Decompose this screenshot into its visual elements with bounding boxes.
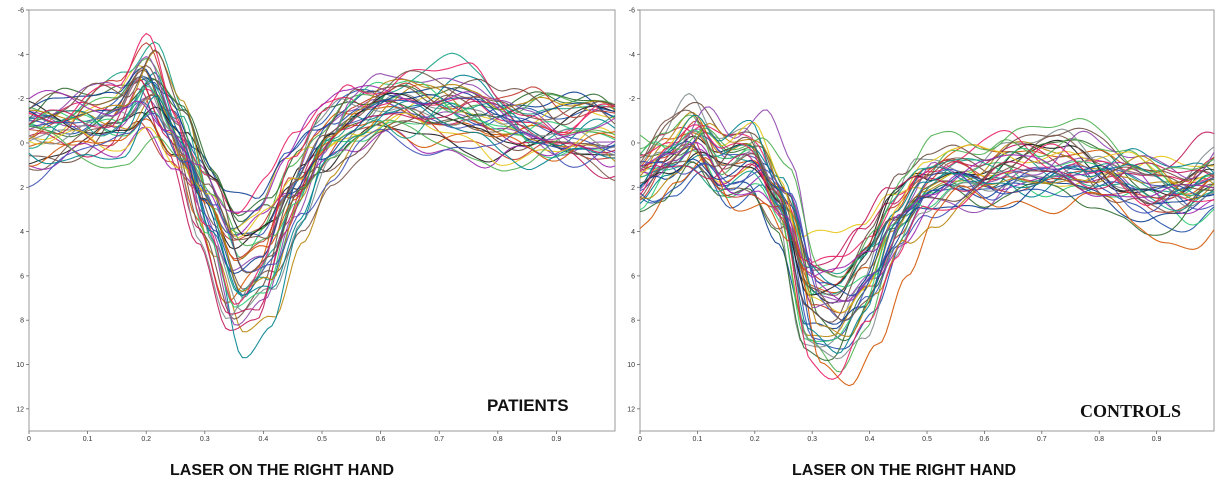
patients-waveform-line [28, 83, 616, 333]
patients-waveform-line [28, 95, 616, 297]
controls-y-tick-label: 10 [627, 362, 635, 369]
patients-waveform-line [28, 71, 616, 359]
controls-x-tick-label: 0.8 [1094, 436, 1104, 443]
controls-x-tick-label: 0.6 [980, 436, 990, 443]
patients-x-tick-label: 0.2 [141, 436, 151, 443]
controls-waveform-line [639, 162, 1215, 296]
patients-x-tick-label: 0.8 [493, 436, 503, 443]
controls-group-label: CONTROLS [1080, 401, 1182, 421]
controls-y-tick-label: 2 [631, 185, 635, 192]
controls-panel: -6 -4 -2 0 2 4 6 8 10 12 0 0.1 0.2 0.3 0.4 0.5 0.6 0.7 0.8… [614, 0, 1228, 487]
controls-waveform-line [639, 109, 1215, 322]
controls-x-tick-label: 0.4 [865, 436, 875, 443]
patients-y-tick-label: 10 [16, 362, 24, 369]
patients-waveform-line [28, 41, 616, 299]
controls-waveform-line [639, 153, 1215, 273]
controls-waveform-line [639, 122, 1215, 337]
patients-waveform-line [28, 118, 616, 262]
controls-x-tick-label: 0.2 [750, 436, 760, 443]
controls-y-tick-label: 12 [627, 406, 635, 413]
controls-x-tick-label: 0.7 [1037, 436, 1047, 443]
patients-waveform-line [28, 49, 616, 274]
patients-y-tick-label: -4 [18, 52, 24, 59]
controls-x-tick-label: 0 [638, 436, 642, 443]
controls-chart: -6 -4 -2 0 2 4 6 8 10 12 0 0.1 0.2 0.3 0.4 0.5 0.6 0.7 0.8… [627, 8, 1215, 443]
patients-waveform-line [28, 57, 616, 235]
patients-waveform-line [28, 32, 616, 305]
controls-waveform-line [639, 92, 1215, 348]
patients-y-tick-label: 6 [20, 273, 24, 280]
controls-x-tick-label: 0.9 [1152, 436, 1162, 443]
patients-y-tick-label: 12 [16, 406, 24, 413]
patients-y-tick-label: 4 [20, 229, 24, 236]
controls-waveform-line [639, 142, 1215, 279]
patients-panel: -6 -4 -2 0 2 4 6 8 10 12 0 0.1 0.2 0.3 0.4 0.5 0.6 0.7 0.8… [16, 8, 616, 479]
patients-waveform-line [28, 112, 616, 239]
patients-group-label: PATIENTS [487, 396, 569, 415]
controls-plot-area [639, 9, 1215, 432]
patients-waveform-line [28, 64, 616, 241]
patients-y-tick-label: -2 [18, 96, 24, 103]
controls-caption: LASER ON THE RIGHT HAND [792, 462, 1016, 479]
controls-waveform-line [639, 114, 1215, 354]
controls-x-tick-label: 0.3 [807, 436, 817, 443]
patients-waveform-line [28, 69, 616, 320]
controls-y-tick-label: 8 [631, 318, 635, 325]
patients-waveform-line [28, 81, 616, 296]
patients-x-tick-label: 0.6 [376, 436, 386, 443]
controls-y-tick-label: 4 [631, 229, 635, 236]
patients-chart: -6 -4 -2 0 2 4 6 8 10 12 0 0.1 0.2 0.3 0.4 0.5 0.6 0.7 0.8… [16, 8, 616, 443]
controls-waveform-line [639, 115, 1215, 314]
controls-waveform-line [639, 158, 1215, 325]
patients-waveform-line [28, 67, 616, 275]
patients-x-tick-label: 0.3 [200, 436, 210, 443]
patients-x-tick-label: 0.5 [317, 436, 327, 443]
patients-waveform-line [28, 112, 616, 273]
patients-y-tick-label: 8 [20, 318, 24, 325]
controls-y-tick-label: 6 [631, 273, 635, 280]
controls-waveform-line [639, 158, 1215, 275]
patients-x-tick-label: 0.7 [434, 436, 444, 443]
patients-caption: LASER ON THE RIGHT HAND [170, 462, 394, 479]
patients-x-tick-label: 0.4 [259, 436, 269, 443]
controls-waveform-line [639, 117, 1215, 278]
patients-y-tick-label: 2 [20, 185, 24, 192]
controls-waveform-line [639, 136, 1215, 323]
patients-y-tick-label: 0 [20, 140, 24, 147]
controls-y-tick-label: 0 [631, 140, 635, 147]
controls-y-tick-label: -4 [629, 52, 635, 59]
patients-y-tick-label: -6 [18, 8, 24, 15]
controls-waveform-line [639, 161, 1215, 322]
patients-x-tick-label: 0.1 [83, 436, 93, 443]
controls-y-tick-label: -2 [629, 96, 635, 103]
patients-waveform-line [28, 85, 616, 213]
controls-waveform-line [639, 135, 1215, 342]
controls-waveform-line [639, 101, 1215, 278]
patients-x-tick-label: 0.9 [552, 436, 562, 443]
controls-x-tick-label: 0.5 [922, 436, 932, 443]
controls-y-tick-label: -6 [629, 8, 635, 15]
patients-waveform-line [28, 80, 616, 294]
patients-waveform-line [28, 80, 616, 308]
patients-x-tick-label: 0 [27, 436, 31, 443]
controls-x-tick-label: 0.1 [693, 436, 703, 443]
controls-waveform-line [639, 156, 1215, 387]
